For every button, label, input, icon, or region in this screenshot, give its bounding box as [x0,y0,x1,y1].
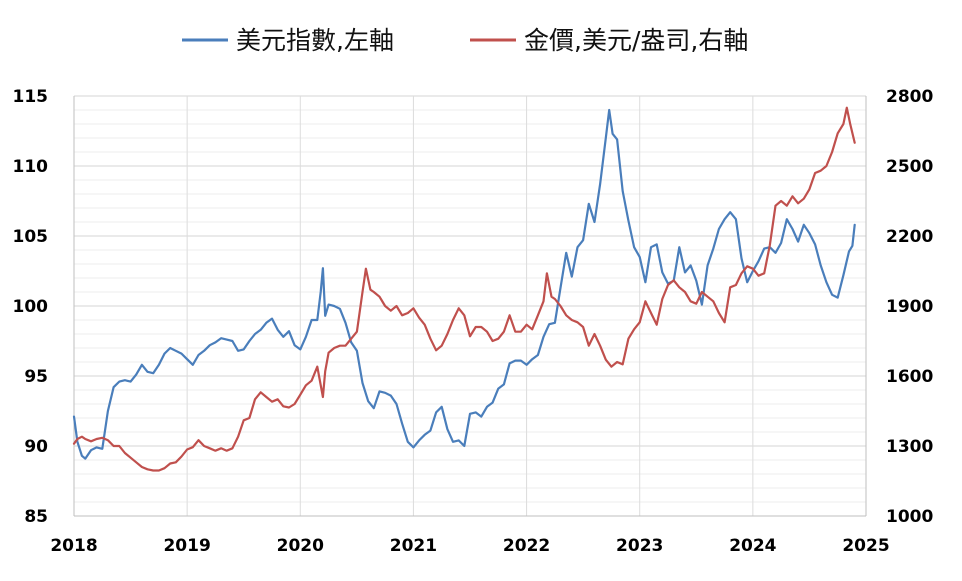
legend: 美元指數,左軸 金價,美元/盎司,右軸 [182,26,748,55]
series-line-gold-price [72,106,856,472]
x-tick-label: 2023 [616,536,663,556]
y-left-tick-label: 100 [13,297,49,317]
x-tick-label: 2022 [503,536,550,556]
series-line-usd-index [72,108,856,460]
y-right-tick-label: 1300 [886,437,933,457]
y-right-tick-label: 1000 [886,507,933,527]
y-right-tick-label: 2800 [886,87,933,107]
x-tick-label: 2021 [390,536,437,556]
legend-label-usd-index: 美元指數,左軸 [236,26,394,55]
y-left-tick-label: 105 [13,227,49,247]
y-left-tick-label: 90 [24,437,48,457]
tick-labels: 85 90 95 100 105 110 115 1000 1300 1600 1900 2200 25… [13,87,934,556]
series [72,106,856,472]
x-tick-label: 2025 [842,536,889,556]
axes [73,96,867,517]
x-tick-label: 2024 [729,536,776,556]
legend-label-gold-price: 金價,美元/盎司,右軸 [524,26,748,55]
y-right-tick-label: 1900 [886,297,933,317]
y-left-tick-label: 85 [24,507,48,527]
y-right-tick-label: 1600 [886,367,933,387]
gridlines [73,95,867,517]
x-tick-label: 2018 [50,536,97,556]
y-right-tick-label: 2500 [886,157,933,177]
x-tick-label: 2019 [163,536,210,556]
x-tick-label: 2020 [277,536,324,556]
y-right-tick-label: 2200 [886,227,933,247]
y-left-tick-label: 115 [13,87,49,107]
y-left-tick-label: 95 [24,367,48,387]
y-left-tick-label: 110 [13,157,49,177]
